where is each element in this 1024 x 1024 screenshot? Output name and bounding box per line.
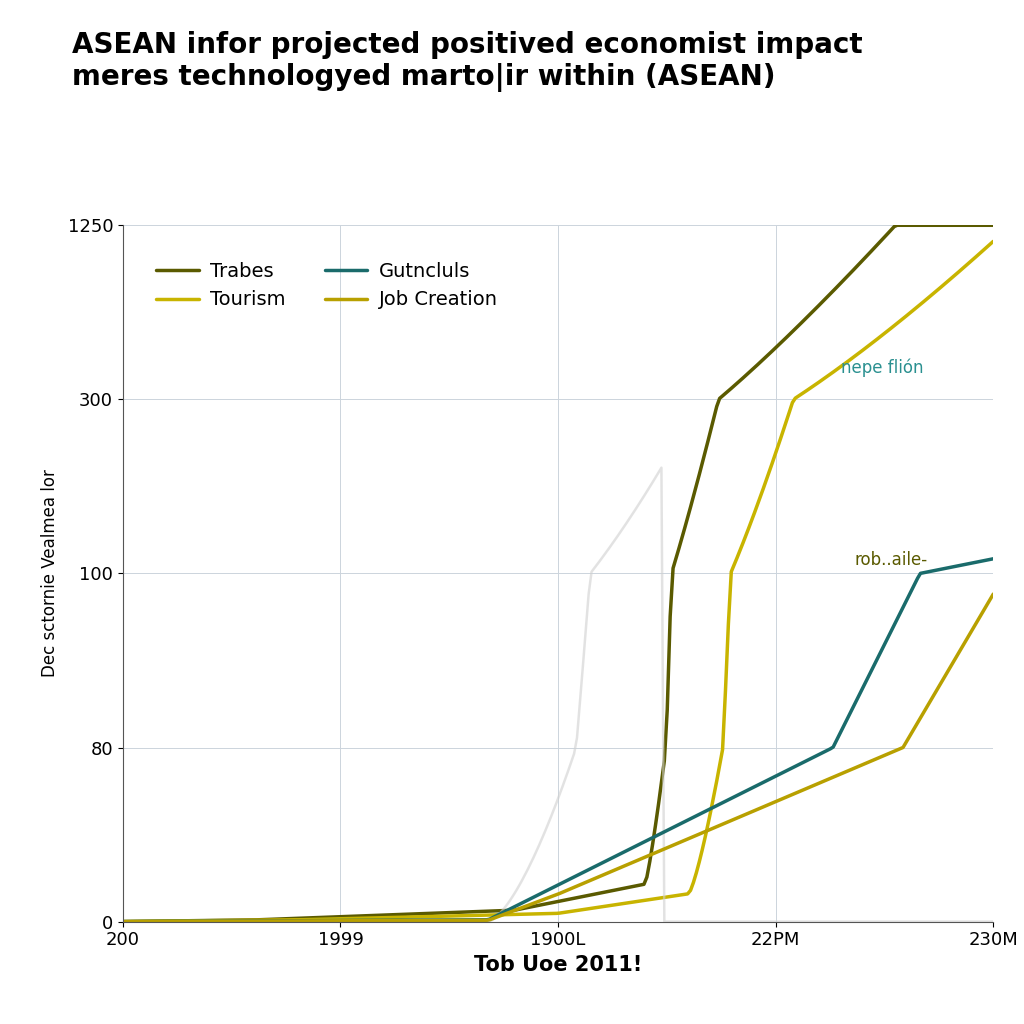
Tourism — [905, 305, 918, 317]
Text: rob..aile-: rob..aile- — [854, 551, 927, 568]
Tourism — [635, 895, 647, 907]
Gutncluls — [649, 830, 662, 843]
Gutncluls — [905, 584, 918, 596]
Gutncluls — [117, 915, 129, 928]
Tourism — [117, 915, 129, 928]
Job Creation — [117, 915, 129, 928]
Trabes — [891, 219, 903, 231]
Line: Job Creation: Job Creation — [123, 594, 993, 922]
Trabes — [987, 219, 999, 231]
Job Creation — [987, 588, 999, 600]
Tourism — [120, 915, 132, 928]
Trabes — [649, 818, 662, 830]
Line: Trabes: Trabes — [123, 225, 993, 922]
Tourism — [987, 236, 999, 248]
Trabes — [117, 915, 129, 928]
Gutncluls — [635, 838, 647, 850]
Gutncluls — [120, 915, 132, 928]
Job Creation — [120, 915, 132, 928]
Tourism — [850, 349, 862, 361]
Tourism — [632, 895, 644, 907]
Line: Tourism: Tourism — [123, 242, 993, 922]
Legend: Trabes, Tourism, Gutncluls, Job Creation: Trabes, Tourism, Gutncluls, Job Creation — [150, 256, 504, 315]
Text: ASEAN infor projected positived economist impact
meres technologyed marto|ir wit: ASEAN infor projected positived economis… — [72, 31, 862, 92]
Trabes — [632, 880, 644, 892]
Job Creation — [905, 726, 918, 738]
Job Creation — [850, 761, 862, 773]
Gutncluls — [632, 839, 644, 851]
Job Creation — [635, 853, 647, 865]
Text: nepe flión: nepe flión — [841, 358, 924, 377]
Trabes — [120, 915, 132, 928]
Y-axis label: Dec sctornie Vealmea lor: Dec sctornie Vealmea lor — [41, 469, 59, 678]
Trabes — [850, 261, 862, 273]
Tourism — [649, 893, 662, 905]
Line: Gutncluls: Gutncluls — [123, 559, 993, 922]
Gutncluls — [850, 694, 862, 707]
Job Creation — [649, 847, 662, 859]
Job Creation — [632, 854, 644, 866]
Trabes — [908, 219, 921, 231]
Trabes — [635, 879, 647, 891]
X-axis label: Tob Uoe 2011!: Tob Uoe 2011! — [474, 954, 642, 975]
Gutncluls — [987, 553, 999, 565]
